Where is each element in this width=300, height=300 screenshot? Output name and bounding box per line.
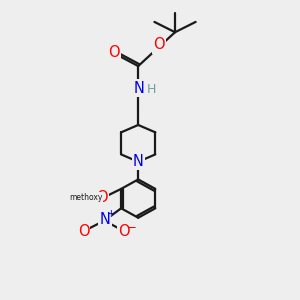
- Text: O: O: [96, 190, 108, 205]
- Text: O: O: [78, 224, 89, 239]
- Text: methoxy: methoxy: [69, 193, 103, 202]
- Text: O: O: [153, 38, 165, 52]
- Text: −: −: [127, 220, 136, 234]
- Text: H: H: [147, 83, 156, 96]
- Text: N: N: [133, 154, 144, 169]
- Text: O: O: [118, 224, 130, 239]
- Text: +: +: [106, 209, 115, 219]
- Text: O: O: [108, 45, 120, 60]
- Text: N: N: [134, 81, 144, 96]
- Text: N: N: [100, 212, 110, 227]
